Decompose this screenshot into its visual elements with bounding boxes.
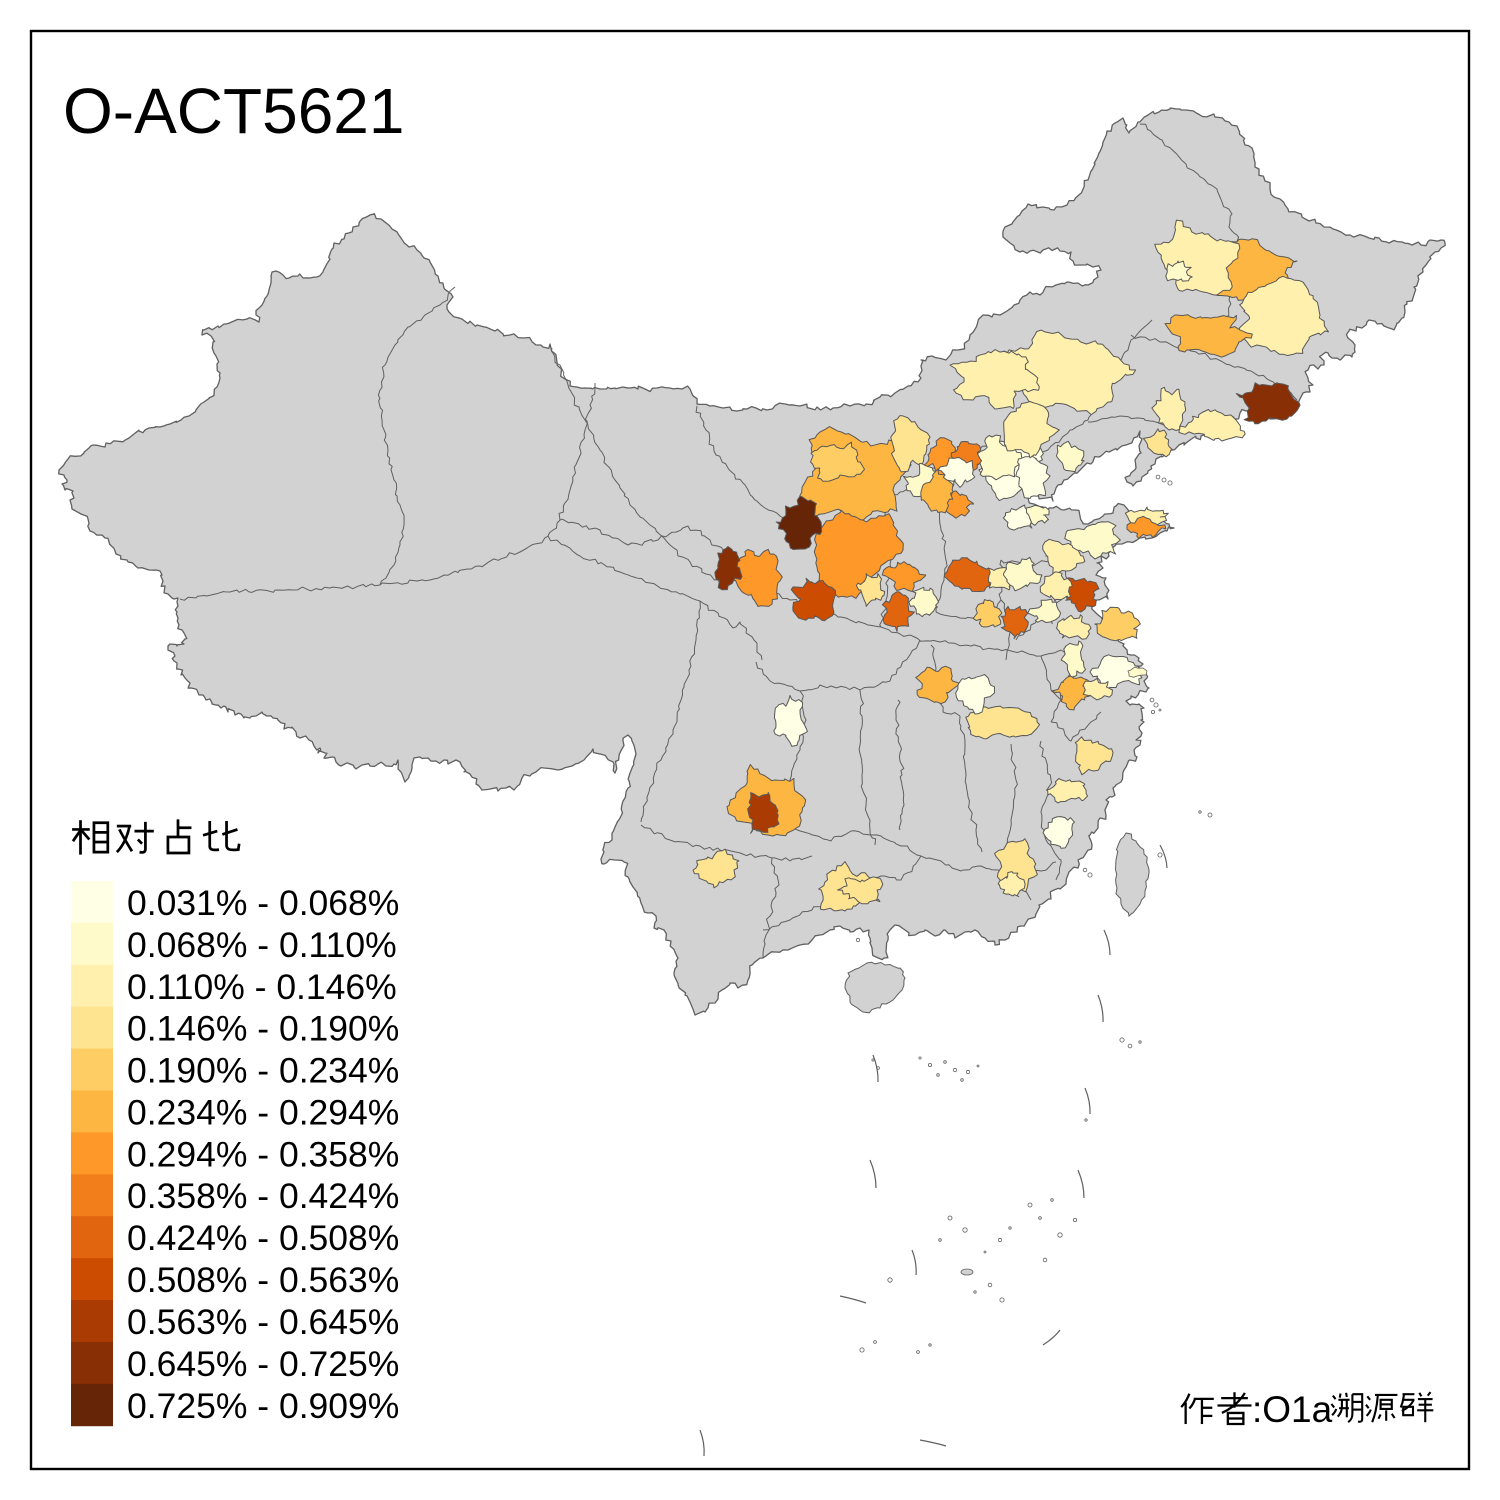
svg-text:0.424% - 0.508%: 0.424% - 0.508% [127,1218,399,1258]
svg-text:0.358% - 0.424%: 0.358% - 0.424% [127,1176,399,1216]
svg-text:0.031% - 0.068%: 0.031% - 0.068% [127,883,399,923]
svg-text:0.110% - 0.146%: 0.110% - 0.146% [127,967,397,1007]
svg-text:0.146% - 0.190%: 0.146% - 0.190% [127,1009,399,1049]
svg-text:0.294% - 0.358%: 0.294% - 0.358% [127,1134,399,1174]
svg-text:0.725% - 0.909%: 0.725% - 0.909% [127,1386,399,1426]
svg-text:0.563% - 0.645%: 0.563% - 0.645% [127,1302,399,1342]
svg-text:0.645% - 0.725%: 0.645% - 0.725% [127,1344,399,1384]
svg-text:0.508% - 0.563%: 0.508% - 0.563% [127,1260,399,1300]
svg-text::O1a: :O1a [1252,1389,1333,1430]
svg-text:0.068% - 0.110%: 0.068% - 0.110% [127,925,397,965]
svg-text:0.190% - 0.234%: 0.190% - 0.234% [127,1051,399,1091]
svg-text:O-ACT5621: O-ACT5621 [63,75,404,147]
svg-text:0.234% - 0.294%: 0.234% - 0.294% [127,1093,399,1133]
